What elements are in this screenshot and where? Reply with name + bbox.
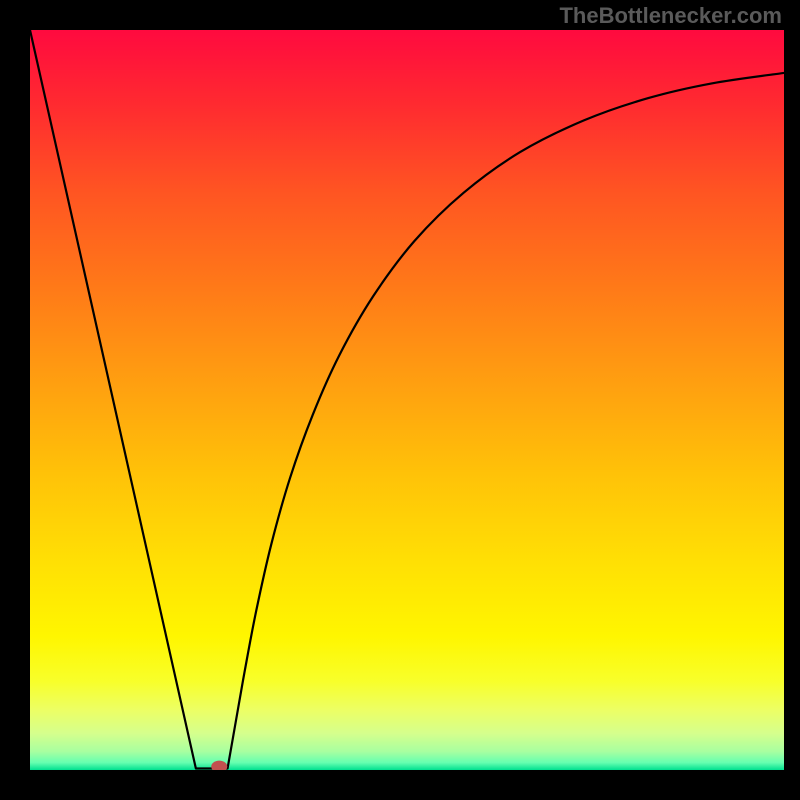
frame-left [0, 0, 30, 800]
watermark-text: TheBottlenecker.com [559, 3, 782, 29]
gradient-background [30, 30, 784, 770]
chart-svg [30, 30, 784, 770]
bottleneck-chart [30, 30, 784, 770]
frame-right [784, 0, 800, 800]
frame-bottom [0, 770, 800, 800]
